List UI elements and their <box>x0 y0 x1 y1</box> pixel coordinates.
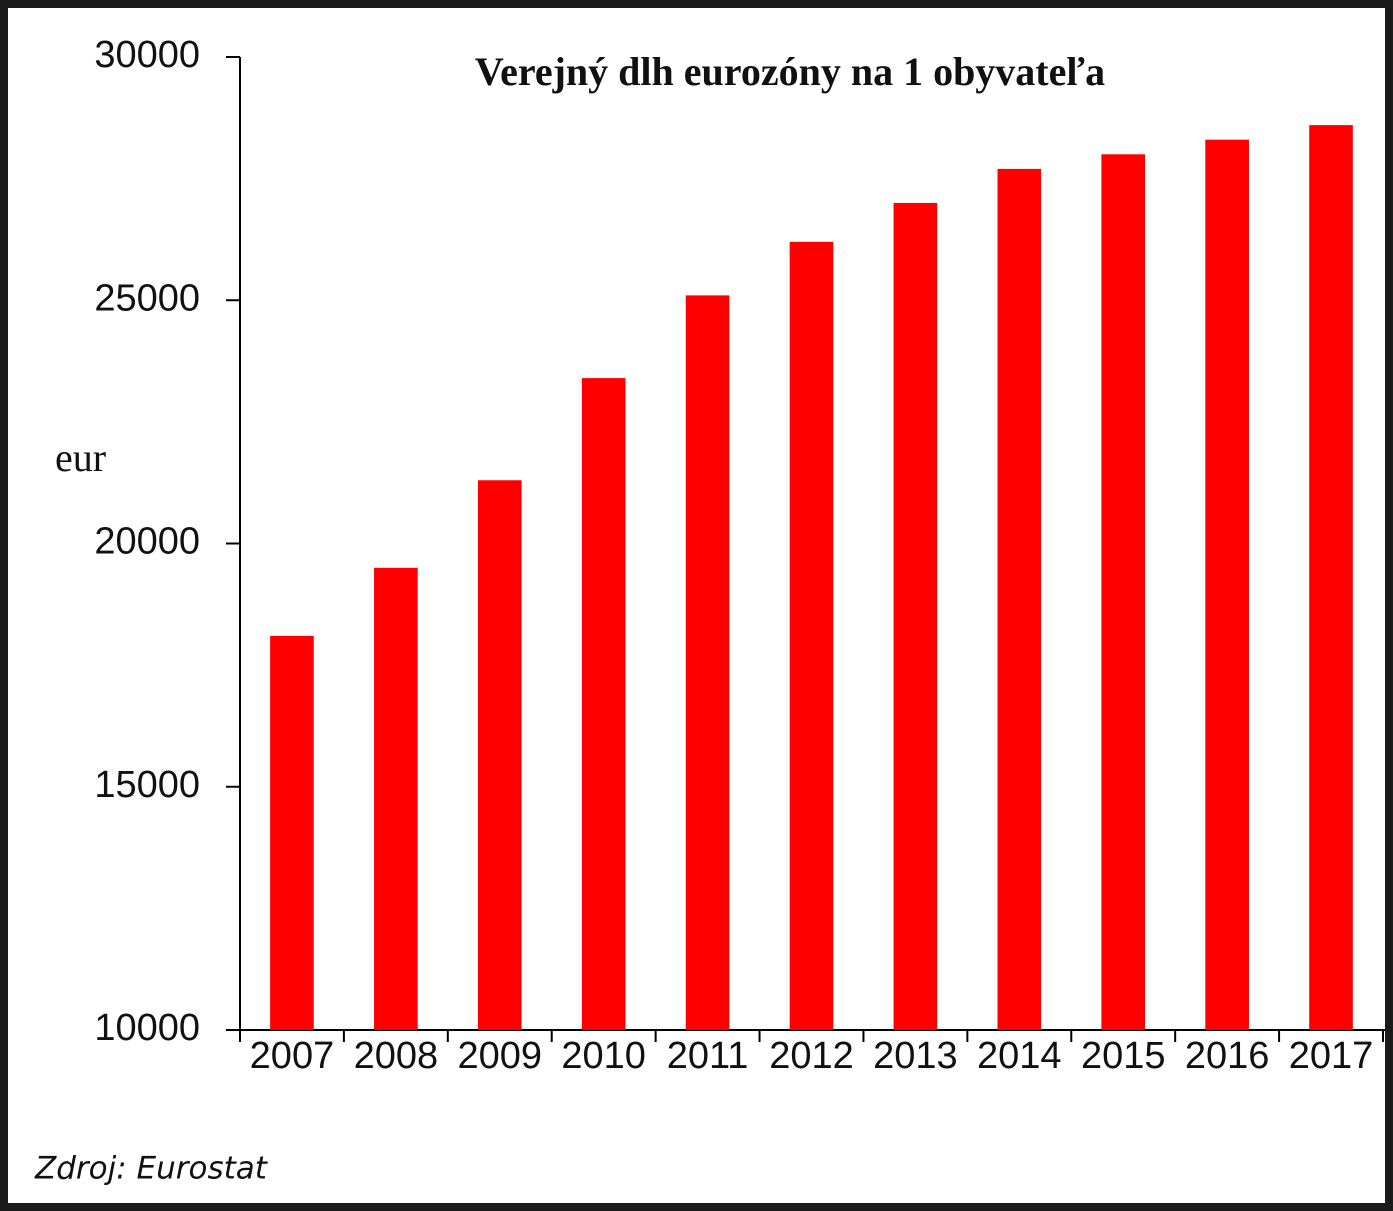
x-tick-label: 2009 <box>457 1035 542 1077</box>
x-tick-label: 2017 <box>1289 1035 1374 1077</box>
x-tick-label: 2015 <box>1081 1035 1166 1077</box>
source-note: Zdroj: Eurostat <box>34 1151 269 1187</box>
x-tick-label: 2013 <box>873 1035 958 1077</box>
x-tick-label: 2016 <box>1185 1035 1270 1077</box>
y-tick-label: 15000 <box>94 764 200 806</box>
bar <box>789 241 834 1030</box>
y-axis-label: eur <box>55 435 106 480</box>
bar <box>581 378 626 1031</box>
bar <box>1309 125 1353 1031</box>
chart-title: Verejný dlh eurozóny na 1 obyvateľa <box>475 49 1105 94</box>
x-tick-label: 2010 <box>561 1035 646 1077</box>
x-tick-label: 2011 <box>667 1035 749 1077</box>
bar <box>685 295 730 1030</box>
x-tick-label: 2008 <box>354 1035 439 1077</box>
x-tick-label: 2007 <box>250 1035 335 1077</box>
y-tick-label: 20000 <box>94 521 200 563</box>
bar <box>374 567 418 1030</box>
bar <box>270 635 314 1030</box>
bar <box>893 202 938 1030</box>
y-tick-label: 10000 <box>94 1007 200 1049</box>
x-tick-label: 2012 <box>769 1035 854 1077</box>
y-tick-label: 30000 <box>94 34 200 76</box>
bar <box>1101 154 1146 1031</box>
bar <box>477 480 522 1030</box>
bar <box>1205 139 1249 1030</box>
x-tick-label: 2014 <box>977 1035 1062 1077</box>
bar <box>997 168 1042 1030</box>
y-tick-label: 25000 <box>94 277 200 319</box>
